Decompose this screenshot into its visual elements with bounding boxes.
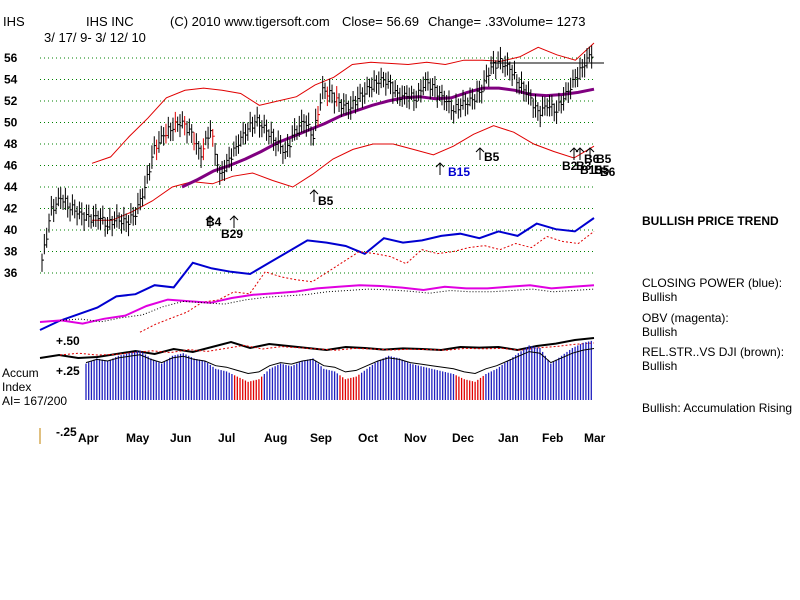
- x-tick-label: Dec: [452, 431, 474, 445]
- accum-ma: [85, 348, 595, 375]
- x-tick-label: May: [126, 431, 150, 445]
- price-bars: [41, 45, 604, 272]
- signal-label: B5: [596, 152, 612, 166]
- accumulation-histogram: [85, 340, 595, 400]
- signal-arrowhead: [575, 147, 585, 153]
- relstr-value: Bullish: [642, 359, 678, 373]
- signal-label: B3: [576, 159, 592, 173]
- signal-label: B15: [448, 165, 470, 179]
- x-tick-label: Sep: [310, 431, 332, 445]
- accum-level-label: -.25: [56, 425, 77, 439]
- price-change: Change= .33: [428, 14, 503, 29]
- signal-label: B6: [600, 165, 616, 179]
- signal-label: B15: [580, 163, 602, 177]
- y-tick-label: 38: [4, 245, 18, 259]
- y-tick-label: 46: [4, 159, 18, 173]
- accum-level-label: +.25: [56, 364, 80, 378]
- signal-label: B6: [584, 152, 600, 166]
- signal-arrowhead: [435, 162, 445, 168]
- x-tick-label: Mar: [584, 431, 606, 445]
- y-tick-label: 36: [4, 266, 18, 280]
- y-tick-label: 42: [4, 202, 18, 216]
- signal-label: B4: [206, 215, 222, 229]
- close-price: Close= 56.69: [342, 14, 419, 29]
- closing-power-line: [39, 217, 595, 331]
- accum-levels: +.50 +.25 -.25: [39, 334, 80, 444]
- x-tick-label: Oct: [358, 431, 378, 445]
- price-gridlines: [40, 57, 594, 274]
- y-tick-label: 54: [4, 73, 18, 87]
- bollinger-bands: [91, 42, 595, 221]
- closing-power-value: Bullish: [642, 290, 678, 304]
- y-tick-label: 56: [4, 51, 18, 65]
- signal-arrowhead: [229, 215, 239, 221]
- signal-label: B5: [318, 194, 334, 208]
- y-tick-label: 44: [4, 180, 18, 194]
- signal-label: B29: [221, 227, 243, 241]
- signal-arrowhead: [205, 215, 215, 221]
- y-tick-label: 52: [4, 94, 18, 108]
- ai-value: AI= 167/200: [2, 394, 68, 408]
- accum-title: Accum: [2, 366, 39, 380]
- x-tick-label: Apr: [78, 431, 99, 445]
- ticker-symbol: IHS: [3, 14, 25, 29]
- accum-status: Bullish: Accumulation Rising: [642, 401, 793, 415]
- obv-line: [39, 284, 595, 325]
- rel-strength-line: [39, 337, 595, 360]
- signal-label: B5: [484, 150, 500, 164]
- signal-label: B2: [562, 159, 578, 173]
- x-tick-label: Jul: [218, 431, 235, 445]
- relstr-label: REL.STR..VS DJI (brown):: [642, 345, 785, 359]
- closing-power-series: [39, 217, 595, 333]
- signal-arrowhead: [309, 189, 319, 195]
- copyright-text: (C) 2010 www.tigersoft.com: [170, 14, 330, 29]
- x-tick-label: Feb: [542, 431, 563, 445]
- closing-power-label: CLOSING POWER (blue):: [642, 276, 783, 290]
- x-tick-label: Nov: [404, 431, 427, 445]
- rel-strength-ma: [59, 342, 595, 356]
- accum-level-label: +.50: [56, 334, 80, 348]
- volume: Volume= 1273: [502, 14, 586, 29]
- y-tick-label: 40: [4, 223, 18, 237]
- obv-series: [39, 284, 595, 325]
- relative-strength-series: [39, 337, 595, 360]
- moving-average-line: [181, 86, 595, 189]
- signal-label: B5: [594, 163, 610, 177]
- x-tick-label: Aug: [264, 431, 287, 445]
- obv-ma: [59, 288, 595, 323]
- y-tick-label: 50: [4, 116, 18, 130]
- y-tick-label: 48: [4, 137, 18, 151]
- month-axis-ticks: Apr May Jun Jul Aug Sep Oct Nov Dec Jan Feb Mar: [78, 431, 606, 445]
- date-range: 3/ 17/ 9- 3/ 12/ 10: [44, 30, 146, 45]
- index-title: Index: [2, 380, 32, 394]
- signal-arrowhead: [475, 147, 485, 153]
- obv-label: OBV (magenta):: [642, 311, 729, 325]
- signal-arrowhead: [585, 147, 595, 153]
- upper-band: [91, 42, 595, 164]
- moving-average: [181, 86, 595, 189]
- price-trend-label: BULLISH PRICE TREND: [642, 214, 779, 228]
- x-tick-label: Jun: [170, 431, 191, 445]
- company-name: IHS INC: [86, 14, 134, 29]
- price-axis-ticks: 56 54 52 50 48 46 44 42 40 38 36: [4, 51, 18, 280]
- x-tick-label: Jan: [498, 431, 519, 445]
- lower-band: [92, 125, 595, 221]
- obv-value: Bullish: [642, 325, 678, 339]
- closing-power-ma: [139, 231, 595, 333]
